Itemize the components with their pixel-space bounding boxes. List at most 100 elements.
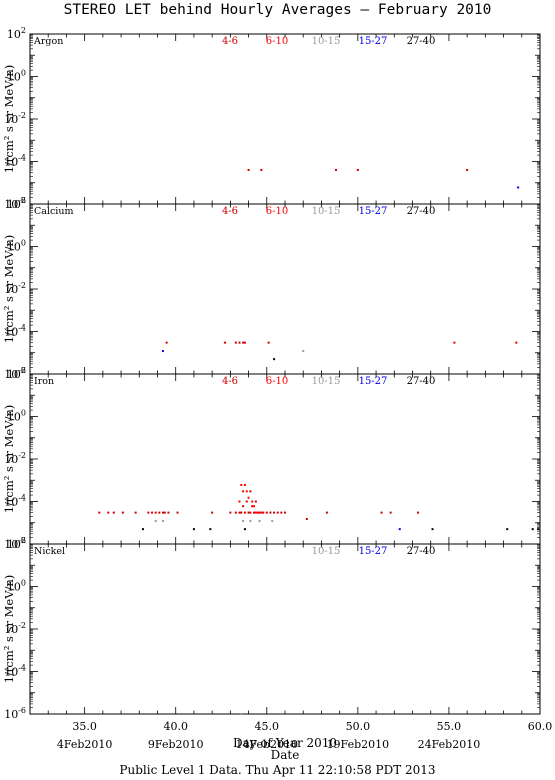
- y-tick-label: 10-6: [4, 536, 26, 551]
- data-point: [398, 528, 401, 531]
- y-tick-label: 102: [7, 26, 26, 41]
- data-point: [121, 511, 124, 514]
- date-label: 14Feb2010: [235, 738, 298, 751]
- y-tick-label: 102: [7, 366, 26, 381]
- data-point: [453, 341, 456, 344]
- data-point: [517, 186, 520, 189]
- y-tick-label: 10-2: [4, 111, 26, 126]
- data-point: [356, 168, 359, 171]
- data-point: [112, 511, 115, 514]
- data-point: [141, 528, 144, 531]
- data-point: [234, 341, 237, 344]
- legend-entry: 6-10: [266, 206, 288, 217]
- data-point: [515, 341, 518, 344]
- data-point: [154, 520, 157, 523]
- data-point: [176, 511, 179, 514]
- data-point: [273, 358, 276, 361]
- data-point: [280, 511, 283, 514]
- date-label: 19Feb2010: [327, 738, 390, 751]
- data-point: [242, 490, 245, 493]
- y-tick-label: 10-2: [4, 621, 26, 636]
- y-tick-label: 100: [7, 239, 26, 254]
- x-axis-label: Day of Year 2010: [233, 736, 337, 750]
- y-tick-label: 10-6: [4, 706, 26, 721]
- data-point: [240, 483, 243, 486]
- x-tick-label: 60.0: [528, 720, 553, 733]
- plot-frame: [29, 543, 541, 715]
- data-point: [506, 528, 509, 531]
- y-tick-label: 100: [7, 69, 26, 84]
- data-point: [247, 496, 250, 499]
- data-point: [98, 511, 101, 514]
- data-point: [431, 528, 434, 531]
- data-point: [253, 511, 256, 514]
- data-point: [147, 511, 150, 514]
- data-point: [245, 500, 248, 503]
- y-axis-label: 1/(cm² s sr MeV/n): [2, 405, 16, 514]
- data-point: [161, 350, 164, 353]
- plot-frame: [29, 33, 541, 205]
- data-point: [389, 511, 392, 514]
- x-tick-label: 35.0: [72, 720, 97, 733]
- data-point: [242, 505, 245, 508]
- panel-argon: 102 100 10-2 10-4 10-6 1/(cm² s sr MeV/n) Argo…: [2, 26, 541, 211]
- y-tick-label: 100: [7, 579, 26, 594]
- legend-entry: 27-40: [407, 546, 436, 557]
- y-tick-label: 10-4: [4, 494, 26, 509]
- data-point: [243, 511, 246, 514]
- y-axis-label: 1/(cm² s sr MeV/n): [2, 65, 16, 174]
- data-point: [537, 528, 540, 531]
- legend-entry: 27-40: [407, 376, 436, 387]
- element-label: Argon: [33, 36, 63, 47]
- legend-entry: 10-15: [312, 206, 341, 217]
- data-point: [260, 168, 263, 171]
- y-tick-label: 10-6: [4, 196, 26, 211]
- data-point: [243, 528, 246, 531]
- legend-entry: 15-27: [359, 546, 388, 557]
- data-point: [267, 341, 270, 344]
- y-tick-label: 10-4: [4, 324, 26, 339]
- data-point: [242, 341, 245, 344]
- data-point: [165, 341, 168, 344]
- data-point: [223, 341, 226, 344]
- data-point: [209, 528, 212, 531]
- panel-calcium: 102 100 10-2 10-4 10-6 1/(cm² s sr MeV/n) Calc…: [2, 196, 541, 381]
- chart-title: STEREO LET behind Hourly Averages – Febr…: [63, 2, 492, 18]
- x-tick-label: 45.0: [255, 720, 280, 733]
- footer-note: Public Level 1 Data. Thu Apr 11 22:10:58…: [119, 763, 436, 777]
- date-label: 4Feb2010: [57, 738, 113, 751]
- legend-entry: 15-27: [359, 36, 388, 47]
- legend-entry: 4-6: [222, 206, 238, 217]
- data-point: [251, 505, 254, 508]
- panel-nickel: 102 100 10-2 10-4 10-6 1/(cm² s sr MeV/n) Nick…: [2, 536, 552, 750]
- data-point: [249, 511, 252, 514]
- y-tick-label: 102: [7, 196, 26, 211]
- data-point: [276, 511, 279, 514]
- data-point: [253, 505, 256, 508]
- legend-entry: 15-27: [359, 206, 388, 217]
- data-point: [256, 511, 259, 514]
- legend-entry: 15-27: [359, 376, 388, 387]
- data-point: [240, 511, 243, 514]
- data-point: [265, 511, 268, 514]
- data-point: [380, 511, 383, 514]
- date-axis-title: Date: [271, 748, 300, 762]
- data-point: [531, 528, 534, 531]
- data-point: [249, 520, 252, 523]
- legend-entry: 10-15: [312, 546, 341, 557]
- y-tick-label: 100: [7, 409, 26, 424]
- element-label: Calcium: [34, 206, 73, 217]
- x-tick-label: 55.0: [437, 720, 462, 733]
- date-label: 24Feb2010: [418, 738, 481, 751]
- data-point: [243, 341, 246, 344]
- y-tick-label: 102: [7, 536, 26, 551]
- data-point: [154, 511, 157, 514]
- x-tick-label: 40.0: [163, 720, 188, 733]
- data-point: [161, 520, 164, 523]
- data-point: [234, 511, 237, 514]
- y-tick-label: 10-4: [4, 664, 26, 679]
- y-tick-label: 10-2: [4, 451, 26, 466]
- plot-frame: [29, 203, 541, 375]
- y-tick-label: 10-2: [4, 281, 26, 296]
- data-point: [192, 528, 195, 531]
